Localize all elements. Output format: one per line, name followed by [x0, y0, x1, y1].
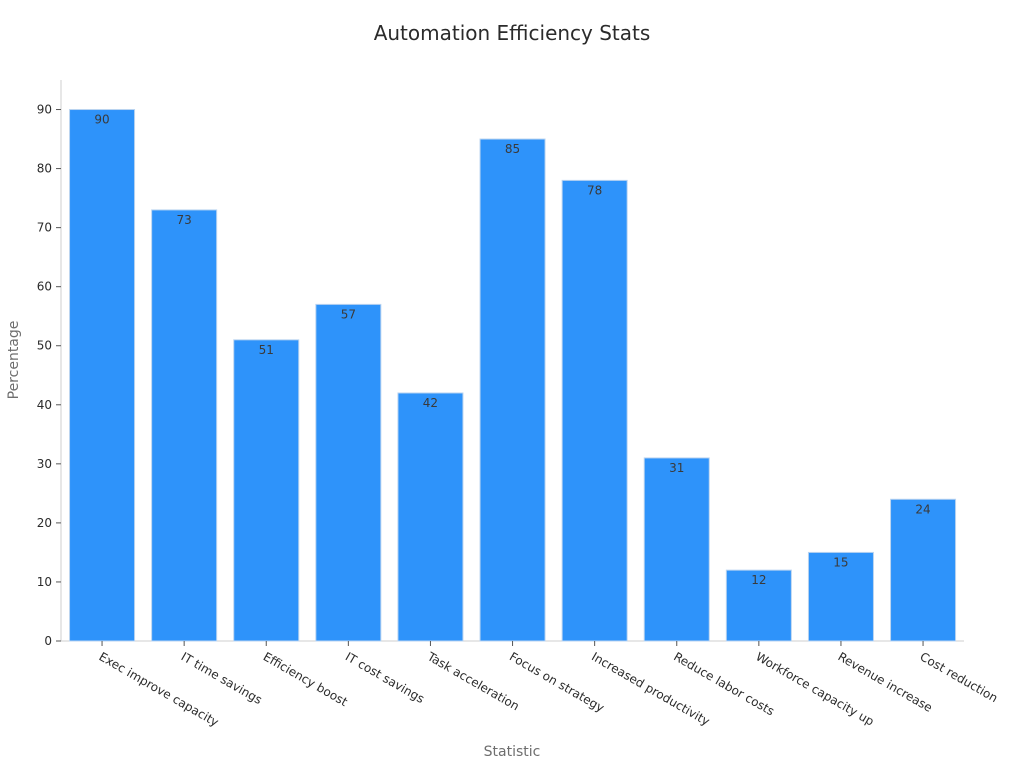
- x-axis-label: Statistic: [484, 744, 541, 760]
- bar-value-label: 51: [259, 343, 274, 357]
- bar: [233, 339, 300, 642]
- y-tick-label: 70: [37, 221, 52, 235]
- y-tick-label: 50: [37, 339, 52, 353]
- bar: [561, 179, 628, 642]
- bars-group: [69, 109, 957, 642]
- bar: [643, 457, 710, 642]
- x-tick-label: IT cost savings: [343, 649, 427, 706]
- y-tick-label: 40: [37, 398, 52, 412]
- data-labels-group: 90 73 51 57 42 85 78 31 12 15 24: [94, 113, 930, 588]
- bar: [315, 303, 382, 642]
- bar: [725, 569, 792, 642]
- bar-value-label: 42: [423, 396, 438, 410]
- bar: [69, 109, 136, 642]
- bar-value-label: 78: [587, 183, 602, 197]
- bar-value-label: 12: [751, 573, 766, 587]
- x-tick-label: Cost reduction: [918, 649, 1001, 705]
- y-tick-label: 80: [37, 162, 52, 176]
- y-tick-label: 10: [37, 575, 52, 589]
- y-axis-ticks: 0 10 20 30 40 50 60 70 80 90: [37, 103, 61, 648]
- bar-value-label: 57: [341, 307, 356, 321]
- chart-title: Automation Efficiency Stats: [374, 21, 651, 45]
- bar: [397, 392, 464, 642]
- y-tick-label: 60: [37, 280, 52, 294]
- y-tick-label: 30: [37, 457, 52, 471]
- bar-value-label: 85: [505, 142, 520, 156]
- bar: [807, 551, 874, 642]
- bar: [890, 498, 957, 642]
- bar-value-label: 31: [669, 461, 684, 475]
- bar-value-label: 73: [177, 213, 192, 227]
- bar: [151, 209, 218, 642]
- bar-value-label: 24: [915, 502, 930, 516]
- bar: [479, 138, 546, 642]
- x-tick-label: IT time savings: [179, 649, 265, 707]
- y-tick-label: 90: [37, 103, 52, 117]
- bar-value-label: 15: [833, 555, 848, 569]
- x-tick-label: Efficiency boost: [261, 649, 350, 709]
- y-axis-label: Percentage: [6, 321, 22, 400]
- x-tick-label: Task acceleration: [424, 649, 522, 713]
- y-tick-label: 0: [44, 634, 52, 648]
- y-tick-label: 20: [37, 516, 52, 530]
- bar-value-label: 90: [94, 113, 109, 127]
